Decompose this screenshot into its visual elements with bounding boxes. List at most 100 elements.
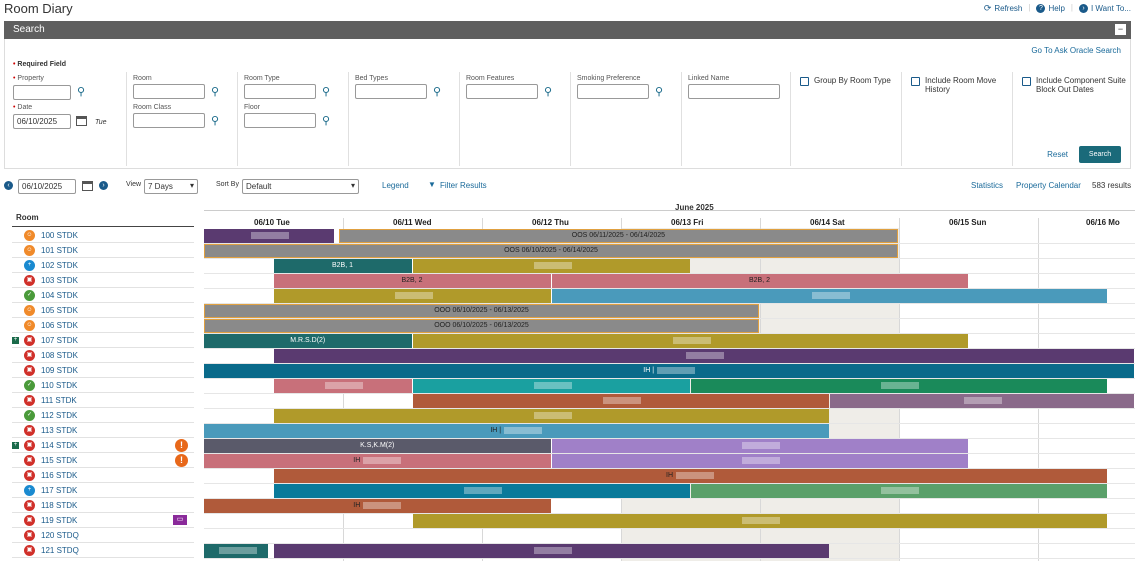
search-icon[interactable]: ⚲ — [211, 115, 220, 127]
room-input[interactable] — [133, 84, 205, 99]
room-link[interactable]: 103 STDK — [41, 276, 78, 285]
room-link[interactable]: 104 STDK — [41, 291, 78, 300]
reservation-bar[interactable] — [204, 544, 269, 558]
reservation-bar[interactable]: IH — [204, 454, 551, 468]
reservation-bar[interactable] — [551, 289, 1107, 303]
table-row[interactable] — [12, 258, 194, 273]
table-row[interactable] — [12, 303, 194, 318]
table-row[interactable] — [12, 333, 194, 348]
search-icon[interactable]: ⚲ — [433, 86, 442, 98]
view-select[interactable]: 7 Days ▾ — [144, 179, 198, 194]
diary-date-input[interactable]: 06/10/2025 — [18, 179, 76, 194]
room-link[interactable]: 100 STDK — [41, 231, 78, 240]
reservation-bar[interactable] — [273, 544, 829, 558]
room-link[interactable]: 110 STDK — [41, 381, 78, 390]
search-icon[interactable]: ⚲ — [322, 86, 331, 98]
room-link[interactable]: 108 STDK — [41, 351, 78, 360]
table-row[interactable] — [12, 393, 194, 408]
reservation-bar[interactable] — [551, 439, 968, 453]
reservation-bar[interactable]: OOS 06/11/2025 - 06/14/2025 — [338, 229, 898, 243]
reservation-bar[interactable] — [829, 394, 1135, 408]
reservation-bar[interactable] — [273, 349, 1135, 363]
room-class-input[interactable] — [133, 113, 205, 128]
floor-input[interactable] — [244, 113, 316, 128]
room-link[interactable]: 120 STDQ — [41, 531, 79, 540]
expand-icon[interactable]: + — [12, 442, 19, 449]
room-link[interactable]: 117 STDK — [41, 486, 78, 495]
i-want-to-link[interactable]: › I Want To... — [1078, 3, 1131, 14]
table-row[interactable] — [12, 423, 194, 438]
room-features-input[interactable] — [466, 84, 538, 99]
table-row[interactable] — [12, 438, 194, 453]
table-row[interactable] — [12, 318, 194, 333]
room-link[interactable]: 119 STDK — [41, 516, 78, 525]
reservation-bar[interactable] — [204, 229, 334, 243]
room-link[interactable]: 112 STDK — [41, 411, 78, 420]
search-icon[interactable]: ⚲ — [77, 86, 86, 98]
room-link[interactable]: 115 STDK — [41, 456, 78, 465]
reservation-bar[interactable]: IH — [204, 499, 551, 513]
table-row[interactable] — [12, 363, 194, 378]
calendar-icon[interactable] — [82, 181, 93, 191]
table-row[interactable] — [12, 453, 194, 468]
reservation-bar[interactable] — [273, 289, 551, 303]
group-by-room-type-checkbox[interactable] — [800, 77, 809, 86]
statistics-link[interactable]: Statistics — [971, 181, 1004, 190]
room-link[interactable]: 118 STDK — [41, 501, 78, 510]
collapse-button[interactable]: − — [1115, 24, 1126, 35]
reservation-bar[interactable] — [690, 484, 1107, 498]
room-link[interactable]: 121 STDQ — [41, 546, 79, 555]
room-link[interactable]: 107 STDK — [41, 336, 78, 345]
search-icon[interactable]: ⚲ — [655, 86, 664, 98]
reset-link[interactable]: Reset — [1047, 150, 1068, 159]
reservation-bar[interactable]: IH | — [204, 424, 829, 438]
reservation-bar[interactable]: IH | — [204, 364, 1135, 378]
ask-oracle-link[interactable]: Go To Ask Oracle Search — [1031, 46, 1121, 55]
alert-icon[interactable]: ! — [175, 454, 188, 467]
table-row[interactable] — [12, 288, 194, 303]
room-link[interactable]: 109 STDK — [41, 366, 78, 375]
reservation-bar[interactable]: M.R.S.D(2) — [204, 334, 412, 348]
room-link[interactable]: 101 STDK — [41, 246, 78, 255]
reservation-bar[interactable] — [412, 379, 690, 393]
table-row[interactable] — [12, 228, 194, 243]
reservation-bar[interactable]: K.S,K.M(2) — [204, 439, 551, 453]
reservation-bar[interactable] — [690, 379, 1107, 393]
reservation-bar[interactable] — [273, 484, 690, 498]
reservation-bar[interactable]: B2B, 1 — [273, 259, 412, 273]
room-link[interactable]: 102 STDK — [41, 261, 78, 270]
room-move-history-checkbox[interactable] — [911, 77, 920, 86]
table-row[interactable] — [12, 498, 194, 513]
component-suite-checkbox[interactable] — [1022, 77, 1031, 86]
search-icon[interactable]: ⚲ — [544, 86, 553, 98]
reservation-bar[interactable] — [412, 259, 690, 273]
smoking-input[interactable] — [577, 84, 649, 99]
expand-icon[interactable]: + — [12, 337, 19, 344]
next-date-icon[interactable]: › — [99, 181, 108, 190]
table-row[interactable] — [12, 513, 194, 528]
room-link[interactable]: 113 STDK — [41, 426, 78, 435]
reservation-bar[interactable] — [273, 379, 412, 393]
reservation-bar[interactable] — [273, 409, 829, 423]
alert-icon[interactable]: ! — [175, 439, 188, 452]
search-icon[interactable]: ⚲ — [211, 86, 220, 98]
reservation-bar[interactable] — [412, 334, 968, 348]
room-type-input[interactable] — [244, 84, 316, 99]
refresh-link[interactable]: ⟳ Refresh — [983, 3, 1023, 13]
message-icon[interactable]: ▭ — [173, 515, 187, 525]
help-link[interactable]: ? Help — [1036, 3, 1065, 14]
date-input[interactable]: 06/10/2025 — [13, 114, 71, 129]
reservation-bar[interactable]: OOS 06/10/2025 - 06/14/2025 — [204, 244, 898, 258]
table-row[interactable] — [12, 483, 194, 498]
table-row[interactable] — [12, 528, 194, 543]
property-input[interactable] — [13, 85, 71, 100]
search-icon[interactable]: ⚲ — [322, 115, 331, 127]
table-row[interactable] — [12, 468, 194, 483]
reservation-bar[interactable]: OOO 06/10/2025 - 06/13/2025 — [204, 319, 759, 333]
bed-types-input[interactable] — [355, 84, 427, 99]
search-button[interactable]: Search — [1079, 146, 1121, 163]
reservation-bar[interactable]: OOO 06/10/2025 - 06/13/2025 — [204, 304, 759, 318]
room-link[interactable]: 111 STDK — [41, 396, 77, 405]
room-link[interactable]: 106 STDK — [41, 321, 78, 330]
room-link[interactable]: 105 STDK — [41, 306, 78, 315]
